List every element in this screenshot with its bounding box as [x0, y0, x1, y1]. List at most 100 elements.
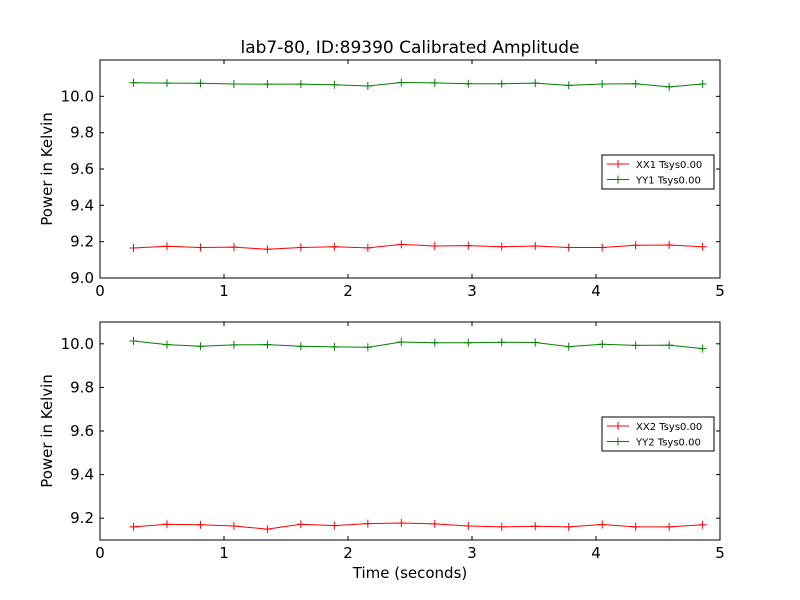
data-point: [497, 338, 506, 347]
data-point: [229, 340, 238, 349]
data-point: [397, 78, 406, 87]
data-point: [665, 341, 674, 350]
x-tick-label: 1: [219, 282, 229, 300]
series-2: [129, 336, 707, 353]
data-point: [430, 78, 439, 87]
data-point: [531, 79, 540, 88]
data-point: [598, 340, 607, 349]
legend-marker: [614, 160, 622, 168]
data-point: [598, 243, 607, 252]
data-point: [631, 522, 640, 531]
y-tick-label: 9.2: [70, 509, 94, 527]
data-point: [363, 81, 372, 90]
legend-box: [601, 416, 715, 452]
data-point: [665, 240, 674, 249]
data-point: [129, 244, 138, 253]
data-point: [397, 518, 406, 527]
x-tick-label: 5: [715, 282, 725, 300]
legend: XX2 Tsys0.00 YY2 Tsys0.00: [601, 416, 715, 452]
data-point: [196, 79, 205, 88]
data-point: [296, 520, 305, 529]
data-point: [531, 242, 540, 251]
data-point: [330, 242, 339, 251]
x-axis-label: Time (seconds): [352, 564, 468, 582]
data-point: [263, 80, 272, 89]
y-tick-label: 9.4: [70, 196, 94, 214]
subplot-1: 0 1 2 3 4 5 9.0 9.2 9.4 9.6 9.8 10.0 Power in Kelvin…: [38, 59, 725, 300]
subplots: 0 1 2 3 4 5 9.0 9.2 9.4 9.6 9.8 10.0 Power in Kelvin…: [38, 59, 725, 562]
data-point: [631, 241, 640, 250]
data-point: [397, 338, 406, 347]
data-point: [363, 243, 372, 252]
data-point: [564, 522, 573, 531]
legend-entry: XX2 Tsys0.00: [607, 422, 702, 433]
x-tick-label: 4: [591, 282, 601, 300]
data-point: [631, 79, 640, 88]
series-1: [129, 518, 707, 534]
legend-marker: [614, 422, 622, 430]
data-point: [430, 519, 439, 528]
data-point: [631, 341, 640, 350]
series-line: [133, 243, 703, 250]
legend: XX1 Tsys0.00 YY1 Tsys0.00: [601, 154, 715, 190]
y-tick-label: 10.0: [61, 335, 94, 353]
series-2: [129, 78, 707, 91]
y-tick-label: 9.2: [70, 233, 94, 251]
x-tick-label: 4: [591, 544, 601, 562]
y-tick-label: 9.4: [70, 466, 94, 484]
legend-label: XX1 Tsys0.00: [636, 160, 702, 171]
data-point: [698, 79, 707, 88]
legend-label: XX2 Tsys0.00: [636, 422, 702, 433]
data-point: [531, 338, 540, 347]
data-point: [698, 242, 707, 251]
data-point: [397, 240, 406, 249]
y-tick-label: 10.0: [61, 87, 94, 105]
data-point: [430, 338, 439, 347]
data-point: [698, 344, 707, 353]
data-point: [129, 336, 138, 345]
y-tick-label: 9.8: [70, 378, 94, 396]
data-point: [497, 79, 506, 88]
data-point: [162, 242, 171, 251]
y-axis-label: Power in Kelvin: [38, 112, 56, 226]
data-point: [162, 340, 171, 349]
x-tick-label: 5: [715, 544, 725, 562]
data-point: [531, 522, 540, 531]
x-tick-label: 0: [95, 282, 105, 300]
series-line: [133, 82, 703, 88]
legend-label: YY1 Tsys0.00: [635, 176, 701, 187]
legend-entry: YY2 Tsys0.00: [607, 437, 701, 449]
series-1: [129, 240, 707, 254]
data-point: [330, 521, 339, 530]
data-point: [497, 242, 506, 251]
legend-label: YY2 Tsys0.00: [635, 438, 701, 449]
data-point: [464, 338, 473, 347]
data-point: [263, 245, 272, 254]
legend-entry: XX1 Tsys0.00: [607, 160, 702, 171]
data-point: [330, 80, 339, 89]
data-point: [196, 243, 205, 252]
data-point: [263, 340, 272, 349]
data-point: [564, 342, 573, 351]
data-point: [564, 81, 573, 90]
data-point: [296, 342, 305, 351]
subplot-2: 0 1 2 3 4 5 9.2 9.4 9.6 9.8 10.0 Power in Kelvin XX2…: [38, 321, 725, 562]
x-tick-label: 3: [467, 282, 477, 300]
x-tick-label: 2: [343, 282, 353, 300]
data-point: [162, 79, 171, 88]
legend-marker: [614, 437, 622, 446]
data-point: [263, 525, 272, 534]
legend-box: [601, 154, 715, 190]
data-point: [363, 343, 372, 352]
data-point: [665, 82, 674, 91]
data-point: [464, 241, 473, 250]
series-line: [133, 522, 703, 530]
x-tick-label: 0: [95, 544, 105, 562]
data-point: [229, 522, 238, 531]
data-point: [229, 79, 238, 88]
y-tick-label: 9.6: [70, 422, 94, 440]
data-point: [598, 520, 607, 529]
data-point: [162, 520, 171, 529]
